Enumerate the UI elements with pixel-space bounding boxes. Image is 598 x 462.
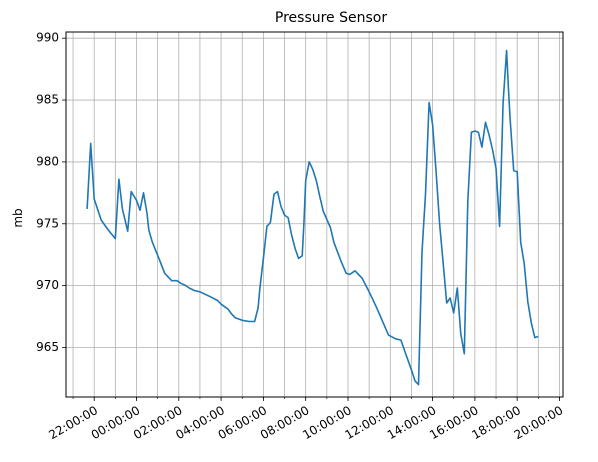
plot-frame (65, 31, 564, 398)
chart-title: Pressure Sensor (275, 10, 387, 26)
series-layer (86, 49, 539, 386)
y-tick-label: 965 (36, 340, 59, 354)
y-tick-label: 990 (36, 31, 59, 45)
y-tick-label: 985 (36, 93, 59, 107)
y-tick-label: 970 (36, 278, 59, 292)
y-tick-label: 980 (36, 154, 59, 168)
y-axis-ticks: 965 970 975 980 985 990 (36, 31, 66, 354)
y-tick-label: 975 (36, 216, 59, 230)
y-axis-label: mb (11, 208, 25, 227)
pressure-series-line (86, 49, 539, 386)
y-gridlines (66, 37, 563, 348)
